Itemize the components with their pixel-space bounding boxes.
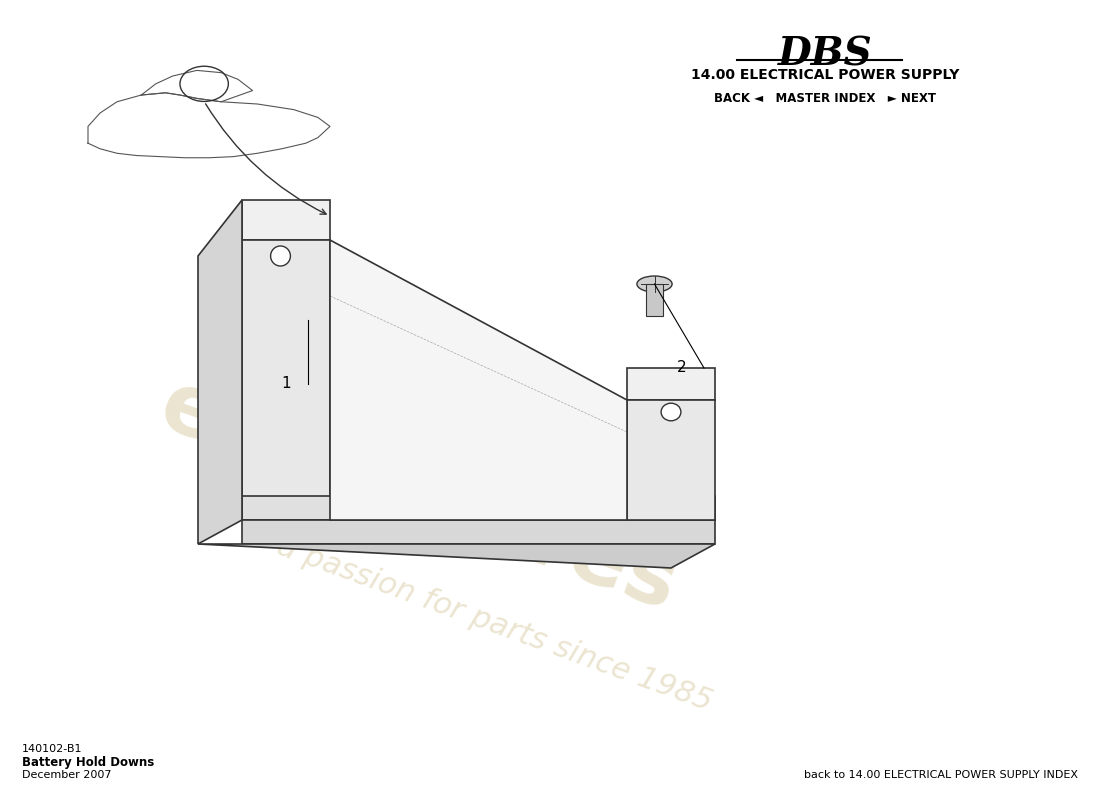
Text: back to 14.00 ELECTRICAL POWER SUPPLY INDEX: back to 14.00 ELECTRICAL POWER SUPPLY IN… <box>804 770 1078 779</box>
Text: DBS: DBS <box>778 36 872 74</box>
Polygon shape <box>242 200 330 240</box>
Text: eurospares: eurospares <box>147 364 689 628</box>
Text: 14.00 ELECTRICAL POWER SUPPLY: 14.00 ELECTRICAL POWER SUPPLY <box>691 68 959 82</box>
Ellipse shape <box>661 403 681 421</box>
Polygon shape <box>646 284 663 316</box>
Text: BACK ◄   MASTER INDEX   ► NEXT: BACK ◄ MASTER INDEX ► NEXT <box>714 92 936 105</box>
Polygon shape <box>330 240 627 520</box>
Polygon shape <box>198 200 242 544</box>
Ellipse shape <box>271 246 290 266</box>
Text: 140102-B1: 140102-B1 <box>22 744 82 754</box>
Polygon shape <box>198 544 715 568</box>
Text: a passion for parts since 1985: a passion for parts since 1985 <box>274 531 716 717</box>
Polygon shape <box>627 368 715 400</box>
Polygon shape <box>242 240 330 520</box>
Polygon shape <box>627 400 715 520</box>
Text: 1: 1 <box>282 377 290 391</box>
Text: Battery Hold Downs: Battery Hold Downs <box>22 756 154 769</box>
Polygon shape <box>242 520 715 544</box>
Text: 2: 2 <box>678 361 686 375</box>
Polygon shape <box>242 496 715 520</box>
Ellipse shape <box>637 276 672 292</box>
Text: December 2007: December 2007 <box>22 770 111 779</box>
